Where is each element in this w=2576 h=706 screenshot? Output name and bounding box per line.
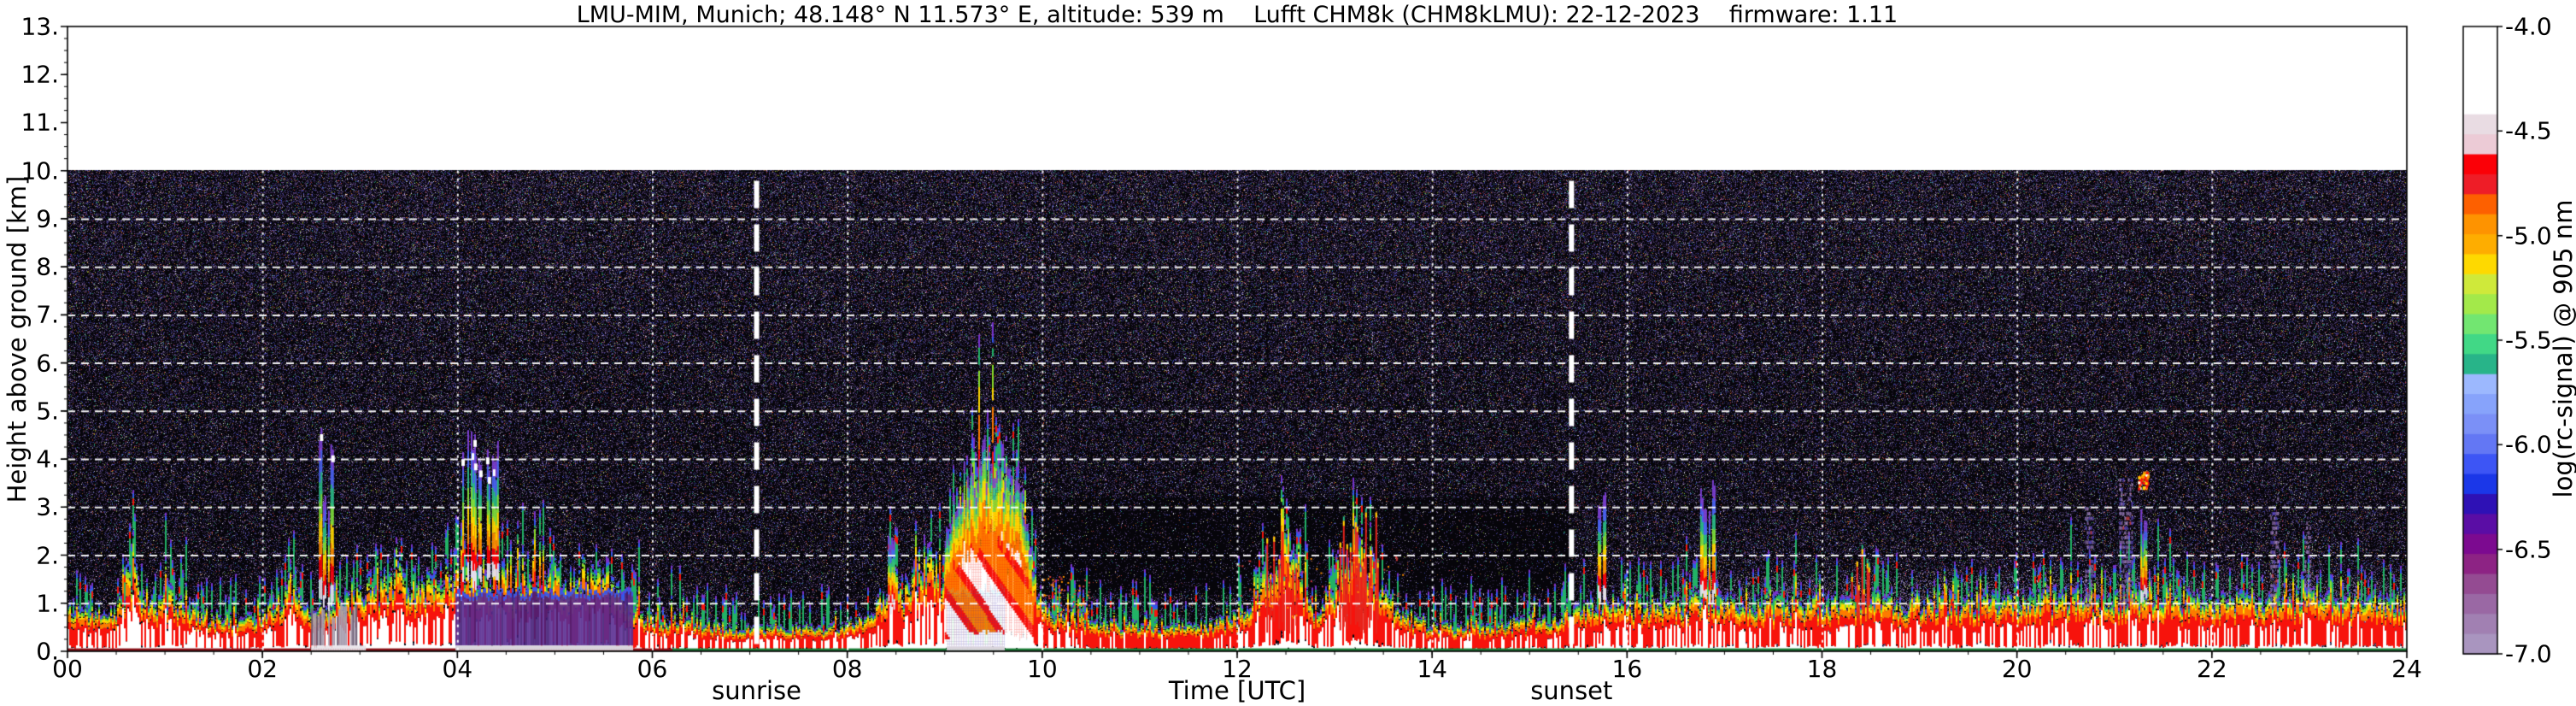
y-tick-label: 13. <box>21 12 59 41</box>
y-tick-label: 2. <box>36 541 59 570</box>
y-axis-label: Height above ground [km] <box>3 175 32 503</box>
y-tick-label: 5. <box>36 397 59 426</box>
colorbar-tick-label: -6.0 <box>2505 430 2552 459</box>
y-tick-label: 4. <box>36 444 59 474</box>
y-tick-label: 1. <box>36 589 59 618</box>
colorbar-tick-label: -5.5 <box>2505 326 2552 355</box>
y-tick-label: 12. <box>21 60 59 89</box>
y-tick-label: 0. <box>36 637 59 666</box>
y-tick-label: 3. <box>36 492 59 521</box>
page-title: LMU-MIM, Munich; 48.148° N 11.573° E, al… <box>576 2 1898 28</box>
colorbar-tick-label: -7.0 <box>2505 639 2552 668</box>
x-tick-label: 10 <box>1027 655 1058 683</box>
x-tick-label: 14 <box>1417 655 1447 683</box>
colorbar-tick-label: -4.0 <box>2505 12 2552 41</box>
y-tick-label: 10. <box>21 156 59 185</box>
x-tick-label: 22 <box>2197 655 2227 683</box>
colorbar-tick-label: -4.5 <box>2505 116 2552 145</box>
sunrise-annotation: sunrise <box>712 676 801 705</box>
colorbar-tick-label: -5.0 <box>2505 221 2552 250</box>
colorbar-label: log(rc-signal) @ 905 nm <box>2549 199 2576 498</box>
x-tick-label: 20 <box>2001 655 2033 683</box>
x-tick-label: 06 <box>637 655 668 683</box>
x-tick-label: 12 <box>1222 655 1253 683</box>
x-tick-label: 24 <box>2391 655 2422 683</box>
colorbar-tick-label: -6.5 <box>2505 535 2552 564</box>
x-tick-label: 04 <box>442 655 473 683</box>
sunset-annotation: sunset <box>1530 676 1613 705</box>
x-tick-label: 08 <box>831 655 863 683</box>
y-tick-label: 6. <box>36 349 59 378</box>
y-tick-label: 8. <box>36 252 59 281</box>
y-tick-label: 11. <box>21 108 59 137</box>
x-tick-label: 02 <box>247 655 278 683</box>
y-tick-label: 9. <box>36 204 59 233</box>
x-tick-label: 18 <box>1806 655 1838 683</box>
x-tick-label: 16 <box>1611 655 1643 683</box>
x-tick-label: 00 <box>52 655 83 683</box>
y-tick-label: 7. <box>36 300 59 329</box>
x-axis-label: Time [UTC] <box>1168 676 1306 705</box>
